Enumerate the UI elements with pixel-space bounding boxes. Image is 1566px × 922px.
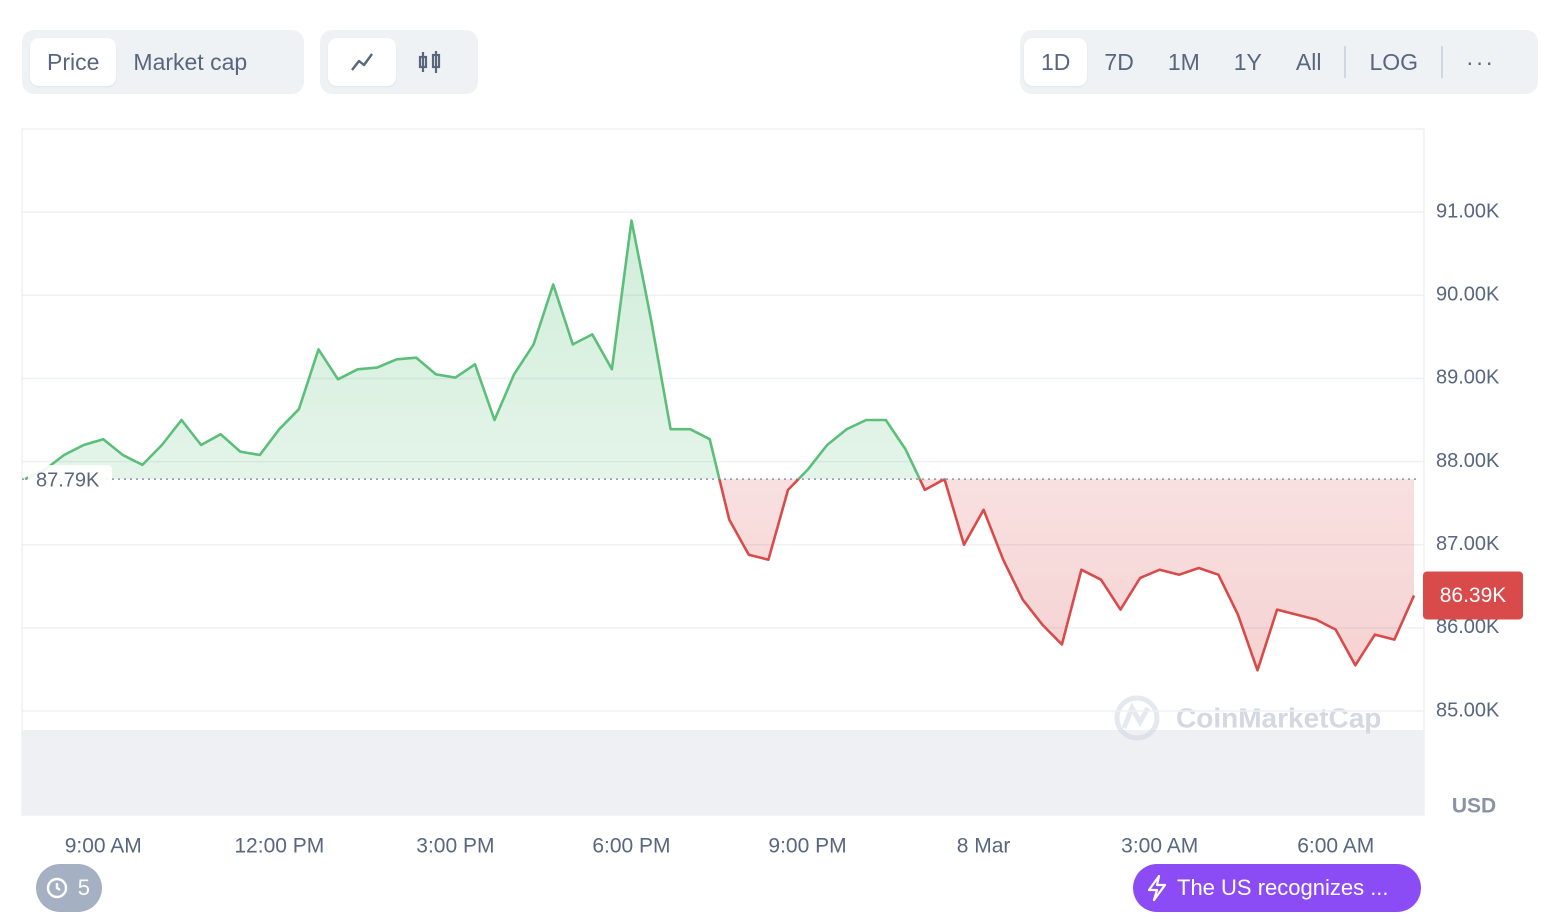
more-button[interactable]: ···: [1466, 48, 1496, 75]
line-icon: [351, 53, 373, 71]
x-tick-label: 3:00 PM: [416, 835, 494, 858]
price-line-down: [24, 479, 1416, 672]
reference-label: 87.79K: [36, 469, 100, 491]
y-tick-label: 86.00K: [1436, 616, 1500, 638]
x-tick-label: 12:00 PM: [234, 835, 324, 858]
bolt-icon: [1147, 874, 1167, 902]
y-tick-label: 85.00K: [1436, 699, 1500, 721]
y-tick-label: 89.00K: [1436, 367, 1500, 389]
price-line-up: [24, 219, 946, 480]
x-tick-label: 3:00 AM: [1121, 835, 1198, 858]
y-tick-label: 87.00K: [1436, 533, 1500, 555]
x-tick-label: 6:00 AM: [1297, 835, 1374, 858]
range-button[interactable]: 7D: [1104, 48, 1134, 75]
news-pill[interactable]: The US recognizes ...: [1133, 864, 1421, 912]
line-style-button[interactable]: [328, 38, 396, 86]
separator: [1441, 46, 1444, 78]
x-tick-label: 9:00 PM: [768, 835, 846, 858]
y-tick-label: 88.00K: [1436, 450, 1500, 472]
volume-band: [22, 730, 1424, 815]
watermark-logo: [1114, 695, 1160, 741]
currency-label: USD: [1452, 795, 1496, 818]
range-button[interactable]: All: [1295, 48, 1322, 75]
watermark: CoinMarketCap: [1176, 702, 1381, 733]
y-tick-label: 90.00K: [1436, 284, 1500, 306]
history-count: 5: [77, 875, 90, 900]
range-tabs: 1D 7D 1M 1Y All LOG ···: [1020, 30, 1538, 94]
x-tick-label: 6:00 PM: [592, 835, 670, 858]
range-button[interactable]: 1Y: [1233, 48, 1262, 75]
log-button[interactable]: LOG: [1369, 48, 1419, 75]
x-tick-label: 8 Mar: [957, 835, 1011, 858]
tab[interactable]: Market cap: [133, 48, 248, 75]
news-text: The US recognizes ...: [1177, 875, 1389, 900]
candle-icon: [418, 51, 441, 73]
area-up: [25, 220, 920, 480]
last-price-tag: [1423, 571, 1523, 620]
separator: [1344, 46, 1347, 78]
candle-style-button[interactable]: [396, 38, 464, 86]
tab[interactable]: Price: [30, 38, 117, 86]
reference-label-bg: [28, 465, 112, 494]
range-button[interactable]: 1M: [1167, 48, 1200, 75]
x-tick-label: 9:00 AM: [65, 835, 142, 858]
y-tick-label: 91.00K: [1436, 200, 1500, 222]
history-icon: [46, 877, 68, 899]
history-badge[interactable]: 5: [36, 864, 102, 912]
chart-style-tabs: [320, 30, 478, 94]
metric-tabs: Price Market cap: [22, 30, 304, 94]
last-price-label: 86.39K: [1440, 584, 1507, 607]
range-button[interactable]: 1D: [1024, 38, 1088, 86]
